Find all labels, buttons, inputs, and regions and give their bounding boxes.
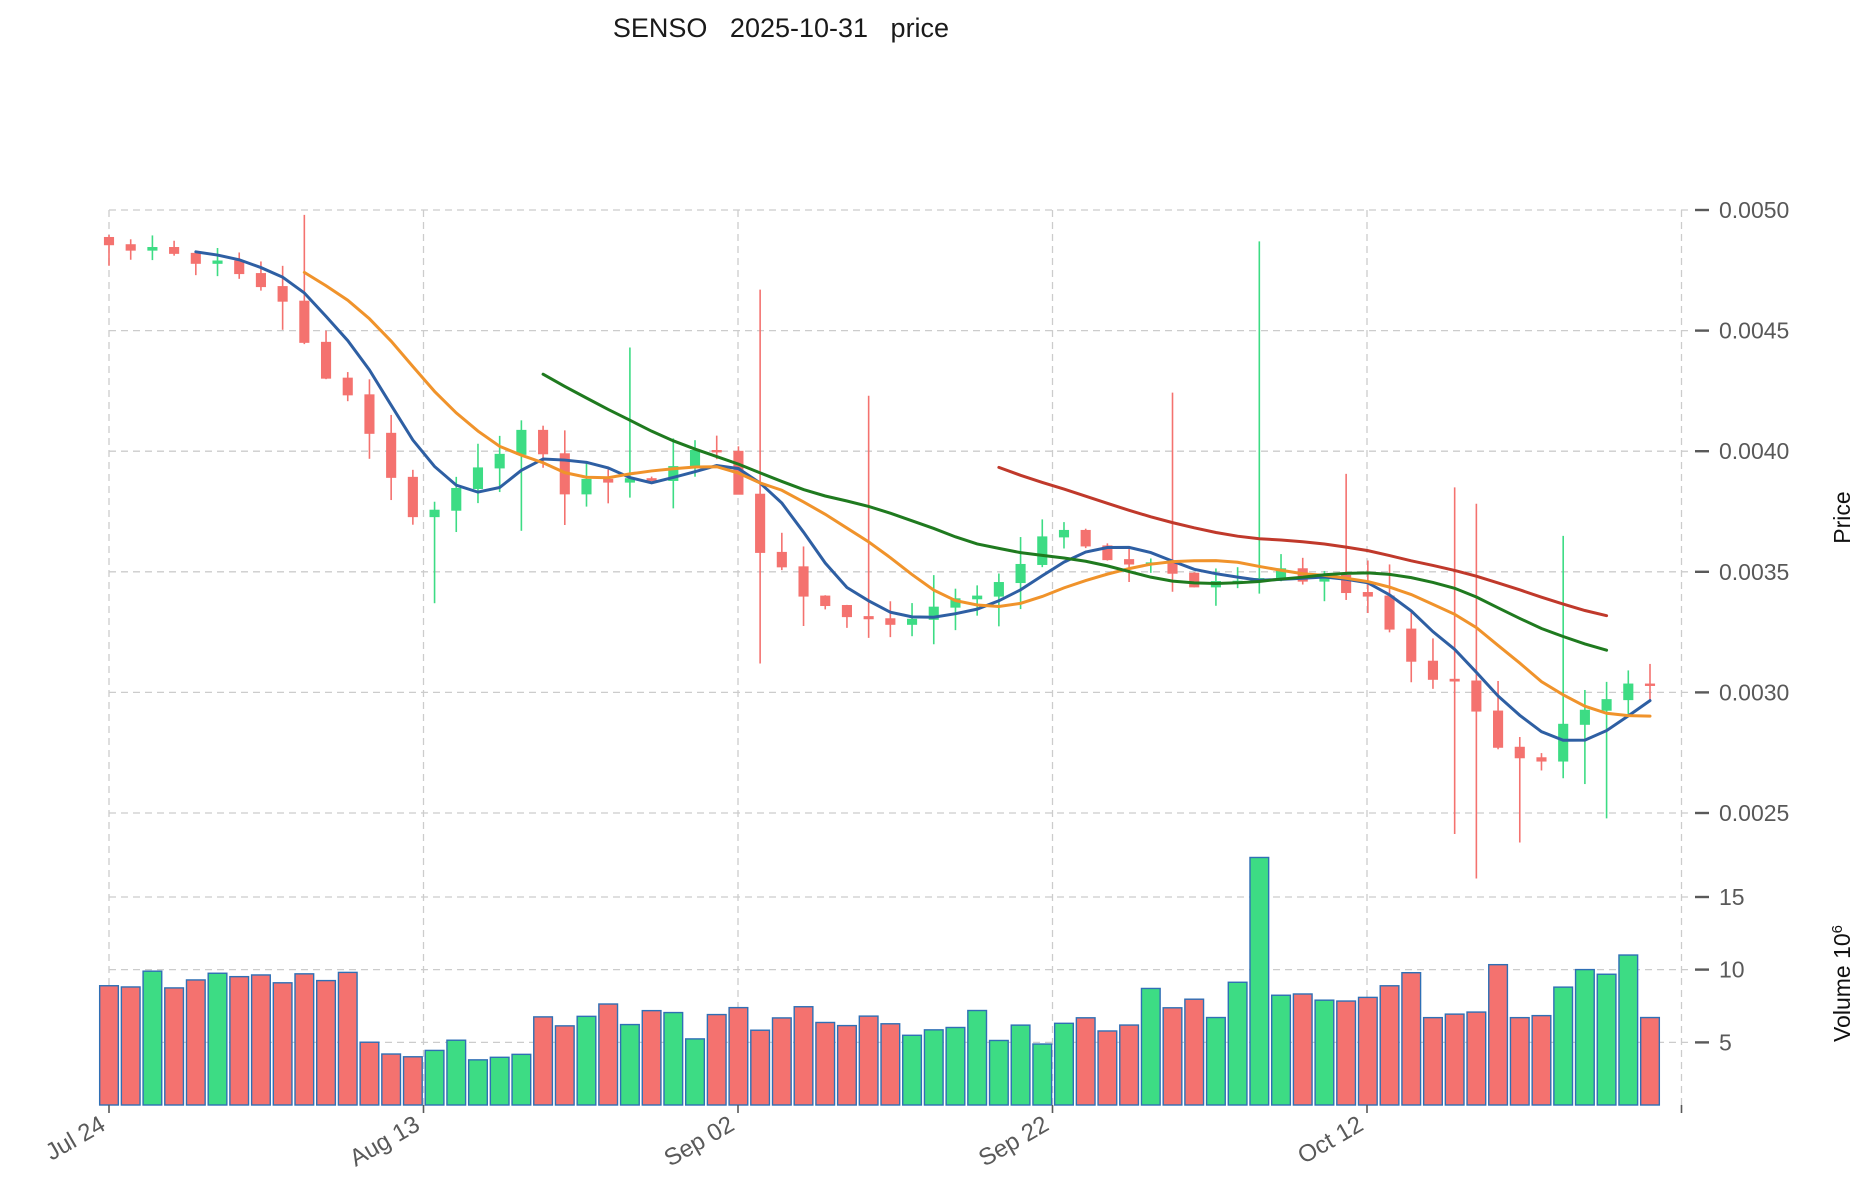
svg-text:15: 15 xyxy=(1719,884,1745,910)
svg-text:0.0050: 0.0050 xyxy=(1719,197,1789,223)
svg-text:Volume 106: Volume 106 xyxy=(1829,925,1856,1042)
svg-text:0.0045: 0.0045 xyxy=(1719,318,1789,344)
svg-text:5: 5 xyxy=(1719,1029,1732,1055)
svg-text:SENSO 2025-10-31 price: SENSO 2025-10-31 price xyxy=(613,13,949,43)
svg-text:Price: Price xyxy=(1829,491,1855,543)
svg-text:0.0030: 0.0030 xyxy=(1719,679,1789,705)
svg-text:0.0040: 0.0040 xyxy=(1719,438,1789,464)
svg-text:0.0025: 0.0025 xyxy=(1719,800,1789,826)
svg-text:10: 10 xyxy=(1719,957,1745,983)
svg-text:0.0035: 0.0035 xyxy=(1719,559,1789,585)
